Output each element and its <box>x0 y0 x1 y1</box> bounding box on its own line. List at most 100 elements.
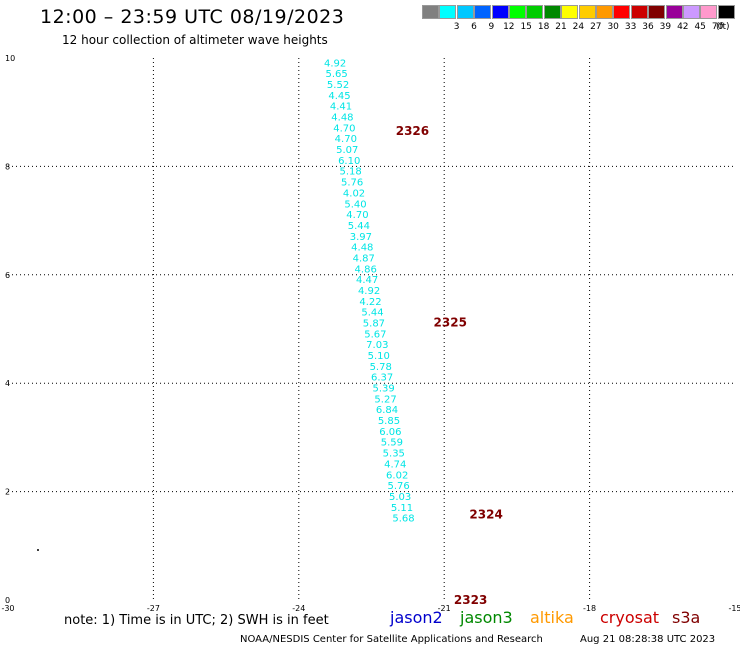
x-tick-label: -18 <box>583 604 596 613</box>
color-swatch-label: 36 <box>642 22 654 32</box>
swh-point-label: 6.37 <box>371 373 393 384</box>
footer-timestamp: Aug 21 08:28:38 UTC 2023 <box>580 634 716 645</box>
swh-point-label: 4.92 <box>358 286 380 297</box>
pass-annotations: 2326 2325 2324 2323 <box>396 124 503 607</box>
color-swatch-label: 18 <box>537 22 550 32</box>
x-tick-label: -24 <box>292 604 305 613</box>
swh-point-label: 4.02 <box>343 188 365 199</box>
satellite-label-altika: altika <box>530 608 574 627</box>
swh-point-label: 6.84 <box>376 405 398 416</box>
color-swatch <box>717 5 735 19</box>
swh-point-label: 5.10 <box>368 351 390 362</box>
swh-point-label: 5.44 <box>361 308 383 319</box>
color-swatch <box>665 5 683 19</box>
swh-point-label: 5.35 <box>383 449 405 460</box>
x-tick-label: -27 <box>147 604 160 613</box>
color-swatch-label: 9 <box>488 22 495 32</box>
color-swatch <box>456 5 474 19</box>
color-swatch-label: 70 <box>711 22 724 32</box>
swh-point-label: 5.68 <box>392 514 414 525</box>
swh-point-label: 7.03 <box>366 340 388 351</box>
swh-point-label: 4.45 <box>328 91 350 102</box>
axis-ticks: -30 -27 -24 -21 -18 -15 0 2 4 6 8 10 <box>1 54 740 613</box>
swh-point-label: 5.52 <box>327 80 349 91</box>
color-swatch <box>613 5 631 19</box>
y-tick-label: 6 <box>5 271 10 280</box>
color-swatch <box>543 5 561 19</box>
color-swatch-label: 27 <box>590 22 602 32</box>
x-tick-label: -21 <box>438 604 451 613</box>
swh-point-label: 6.10 <box>338 156 360 167</box>
swh-point-label: 3.97 <box>350 232 372 243</box>
color-swatch <box>439 5 457 19</box>
pass-number-annotation: 2324 <box>469 507 502 521</box>
color-swatch-label: 21 <box>555 22 567 32</box>
y-tick-label: 2 <box>5 488 10 497</box>
color-swatch-label: 15 <box>520 22 532 32</box>
footer-note: note: 1) Time is in UTC; 2) SWH is in fe… <box>64 613 329 628</box>
satellite-label-jason2: jason2 <box>390 608 443 627</box>
color-swatch <box>561 5 579 19</box>
color-scale-unit: (ft) <box>716 22 730 32</box>
y-tick-label: 4 <box>5 379 10 388</box>
color-swatch-label: 45 <box>694 22 706 32</box>
color-swatch-label: 39 <box>659 22 672 32</box>
pass-number-annotation: 2325 <box>434 315 467 329</box>
swh-point-label: 5.76 <box>341 178 363 189</box>
color-swatch-label: 6 <box>471 22 477 32</box>
color-swatch-label: 33 <box>624 22 637 32</box>
swh-point-label: 5.67 <box>364 329 386 340</box>
y-tick-label: 10 <box>5 54 15 63</box>
color-swatch <box>700 5 718 19</box>
swh-point-label: 5.27 <box>374 394 396 405</box>
swh-point-label: 4.48 <box>331 113 353 124</box>
swh-point-label: 4.70 <box>335 134 357 145</box>
chart-subtitle: 12 hour collection of altimeter wave hei… <box>62 33 328 47</box>
swh-point-label: 5.87 <box>363 318 385 329</box>
swh-point-label: 5.18 <box>340 167 362 178</box>
swh-point-label: 4.70 <box>333 123 355 134</box>
y-tick-label: 0 <box>5 596 10 605</box>
swh-point-label: 4.92 <box>324 58 346 69</box>
swh-point-label: 5.65 <box>325 69 347 80</box>
color-swatch <box>509 5 526 19</box>
swh-point-label: 4.22 <box>359 297 381 308</box>
swh-point-label: 4.48 <box>351 243 373 254</box>
color-swatch <box>648 5 666 19</box>
y-tick-label: 8 <box>5 162 10 171</box>
swh-point-label: 5.07 <box>336 145 358 156</box>
color-swatch <box>526 5 544 19</box>
pass-number-annotation: 2323 <box>454 593 487 607</box>
color-swatch <box>596 5 613 19</box>
swh-point-label: 6.02 <box>386 470 408 481</box>
color-swatch <box>578 5 596 19</box>
color-swatch-label: 3 <box>453 22 460 32</box>
color-swatch <box>474 5 492 19</box>
swh-point-label: 5.03 <box>389 492 411 503</box>
satellite-label-cryosat: cryosat <box>600 608 660 627</box>
footer-credit: NOAA/NESDIS Center for Satellite Applica… <box>240 634 543 645</box>
satellite-label-s3a: s3a <box>672 608 701 627</box>
swh-point-label: 5.78 <box>370 362 392 373</box>
color-swatch-label: 24 <box>572 22 585 32</box>
satellite-label-jason3: jason3 <box>460 608 513 627</box>
chart-title: 12:00 – 23:59 UTC 08/19/2023 <box>40 6 345 28</box>
swh-point-label: 4.86 <box>355 264 377 275</box>
color-swatch <box>630 5 648 19</box>
swh-point-label: 5.11 <box>391 503 413 514</box>
swh-point-label: 5.44 <box>348 221 370 232</box>
color-swatch-label: 30 <box>607 22 619 32</box>
x-tick-label: -15 <box>728 604 740 613</box>
color-swatch-label: 12 <box>503 22 515 32</box>
x-tick-label: -30 <box>1 604 14 613</box>
swh-point-label: 5.40 <box>344 199 366 210</box>
swh-point-label: 5.85 <box>378 416 400 427</box>
stray-data-dot <box>37 549 39 551</box>
color-swatch <box>422 5 439 19</box>
swh-point-label: 5.76 <box>388 481 410 492</box>
color-swatch <box>683 5 700 19</box>
swh-point-label: 4.41 <box>330 102 352 113</box>
color-swatch <box>491 5 509 19</box>
color-swatch-label: 42 <box>677 22 689 32</box>
